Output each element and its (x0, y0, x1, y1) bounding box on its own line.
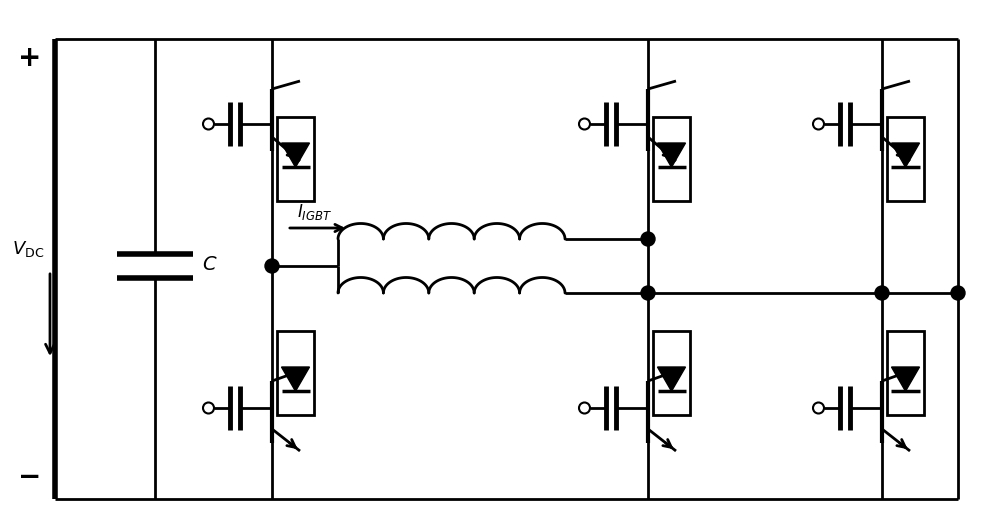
Text: $V_{\mathrm{DC}}$: $V_{\mathrm{DC}}$ (12, 239, 44, 259)
Text: +: + (18, 44, 42, 72)
Circle shape (641, 286, 655, 300)
Text: −: − (18, 463, 42, 491)
Text: $C$: $C$ (202, 254, 218, 274)
Bar (277, 331, 314, 415)
Polygon shape (658, 367, 686, 391)
Circle shape (875, 286, 889, 300)
Bar (653, 331, 690, 415)
Polygon shape (282, 367, 310, 391)
Polygon shape (892, 143, 920, 167)
Bar (277, 117, 314, 201)
Polygon shape (892, 367, 920, 391)
Circle shape (265, 259, 279, 273)
Polygon shape (282, 143, 310, 167)
Circle shape (641, 232, 655, 246)
Circle shape (951, 286, 965, 300)
Text: $I_{IGBT}$: $I_{IGBT}$ (297, 202, 333, 222)
Bar (887, 117, 924, 201)
Bar (653, 117, 690, 201)
Polygon shape (658, 143, 686, 167)
Bar (887, 331, 924, 415)
